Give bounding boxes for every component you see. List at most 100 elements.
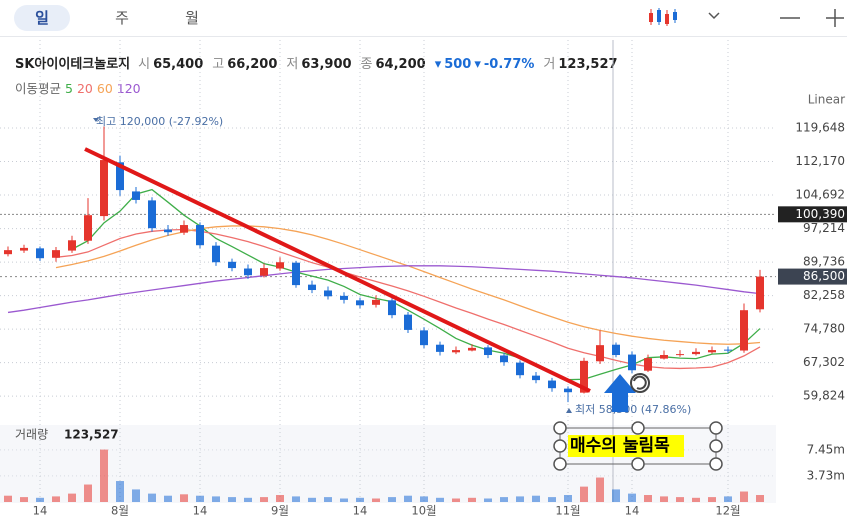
candle-body: [580, 360, 588, 393]
legend-entry: 120: [116, 81, 141, 96]
scale-label: Linear: [808, 93, 845, 107]
volume-bar: [532, 495, 540, 502]
quote-label: 시: [138, 57, 151, 72]
volume-bar: [452, 498, 460, 502]
volume-label: 거: [543, 57, 556, 72]
volume-bar: [500, 497, 508, 502]
y-tick-label: 89,736: [803, 255, 845, 269]
quote-items: 시 65,400 고 66,200 저 63,900 종 64,200: [138, 57, 435, 72]
volume-bar: [340, 498, 348, 502]
candle-body: [388, 300, 396, 316]
volume-bar: [660, 496, 668, 502]
toolbar: 일 주 월: [0, 0, 847, 37]
tab-day[interactable]: 일: [14, 5, 70, 31]
last-price-label: 86,500: [803, 269, 845, 283]
volume-bar: [52, 496, 60, 502]
y-tick-label: 97,214: [803, 221, 845, 235]
candle-body: [452, 350, 460, 353]
volume-title: 거래량: [15, 428, 48, 442]
x-tick-label: 14: [625, 504, 640, 518]
last-price-tag: [778, 268, 847, 285]
volume-bar: [244, 497, 252, 502]
volume-bar: [692, 497, 700, 502]
volume-bar: [292, 496, 300, 502]
x-tick-label: 14: [353, 504, 368, 518]
quote-value: 64,200: [375, 57, 426, 72]
y-tick-label: 82,258: [803, 288, 845, 302]
candle-body: [740, 310, 748, 351]
y-tick-label: 119,648: [795, 121, 845, 135]
quote-value: 65,400: [153, 57, 204, 72]
candle-body: [404, 314, 412, 330]
y-tick-label: 67,302: [803, 355, 845, 369]
volume-bar: [676, 497, 684, 502]
volume-bar: [84, 484, 92, 502]
candle-body: [548, 380, 556, 389]
volume-bar: [356, 497, 364, 502]
candle-body: [132, 191, 140, 200]
volume-bar: [20, 497, 28, 502]
candle-body: [324, 290, 332, 297]
volume-bar: [372, 498, 380, 502]
candle-body: [724, 349, 732, 351]
volume-bar: [644, 495, 652, 502]
candle-body: [180, 225, 188, 233]
rotate-handle[interactable]: [630, 373, 650, 393]
volume-bar: [116, 481, 124, 502]
candle-body: [756, 276, 764, 310]
volume-bar: [724, 496, 732, 502]
volume-bar: [388, 497, 396, 502]
quote-line: SK아이이테크놀로지 시65,400 고66,200 저63,900 종64,200 50…: [15, 53, 627, 72]
candle-body: [196, 225, 204, 246]
candle-body: [676, 354, 684, 356]
ma-label: 이동평균: [15, 81, 62, 96]
zoom-controls[interactable]: [776, 8, 846, 28]
candle-body: [68, 240, 76, 251]
volume-bar: [132, 489, 140, 502]
candle-icon[interactable]: [646, 6, 682, 28]
volume-bar: [516, 496, 524, 502]
volume-bar: [564, 495, 572, 502]
candle-body: [308, 284, 316, 291]
candle-body: [84, 215, 92, 241]
ma-line: [71, 188, 761, 381]
y-tick-label: 104,692: [795, 188, 845, 202]
volume-bar: [580, 486, 588, 502]
volume-bar: [740, 491, 748, 502]
tab-month[interactable]: 월: [185, 9, 199, 27]
candle-body: [532, 375, 540, 381]
x-tick-label: 14: [193, 504, 208, 518]
quote-value: 63,900: [301, 57, 352, 72]
volume-current: 123,527: [64, 428, 119, 442]
y-tick-label: 74,780: [803, 322, 845, 336]
high-marker: [93, 118, 99, 122]
quote-label: 종: [360, 57, 373, 72]
annotation-text: 매수의 눌림목: [570, 436, 670, 456]
volume-tick-label: 3.73m: [807, 468, 845, 482]
change-pct: -0.77%: [474, 57, 534, 72]
candle-body: [708, 350, 716, 353]
candle-body: [468, 347, 476, 351]
ma-line: [7, 265, 761, 314]
volume-bar: [276, 495, 284, 502]
tab-week[interactable]: 주: [115, 9, 129, 27]
candle-body: [276, 262, 284, 269]
dropdown-icon[interactable]: [706, 8, 722, 24]
trend-line: [84, 147, 591, 393]
candle-body: [20, 247, 28, 251]
candle-body: [340, 295, 348, 300]
volume-value: 123,527: [558, 57, 618, 72]
volume-bar: [212, 496, 220, 502]
candle-body: [228, 261, 236, 269]
volume-bar: [708, 497, 716, 502]
ma-line: [55, 225, 761, 345]
text-box[interactable]: [559, 427, 717, 465]
resize-handles[interactable]: [553, 421, 723, 471]
crosshair-label: 100,390: [795, 207, 845, 221]
change: 500: [435, 57, 472, 72]
candle-body: [52, 250, 60, 258]
x-tick-label: 9월: [271, 504, 289, 518]
x-tick-label: 8월: [111, 504, 129, 518]
volume-bar: [100, 449, 108, 502]
